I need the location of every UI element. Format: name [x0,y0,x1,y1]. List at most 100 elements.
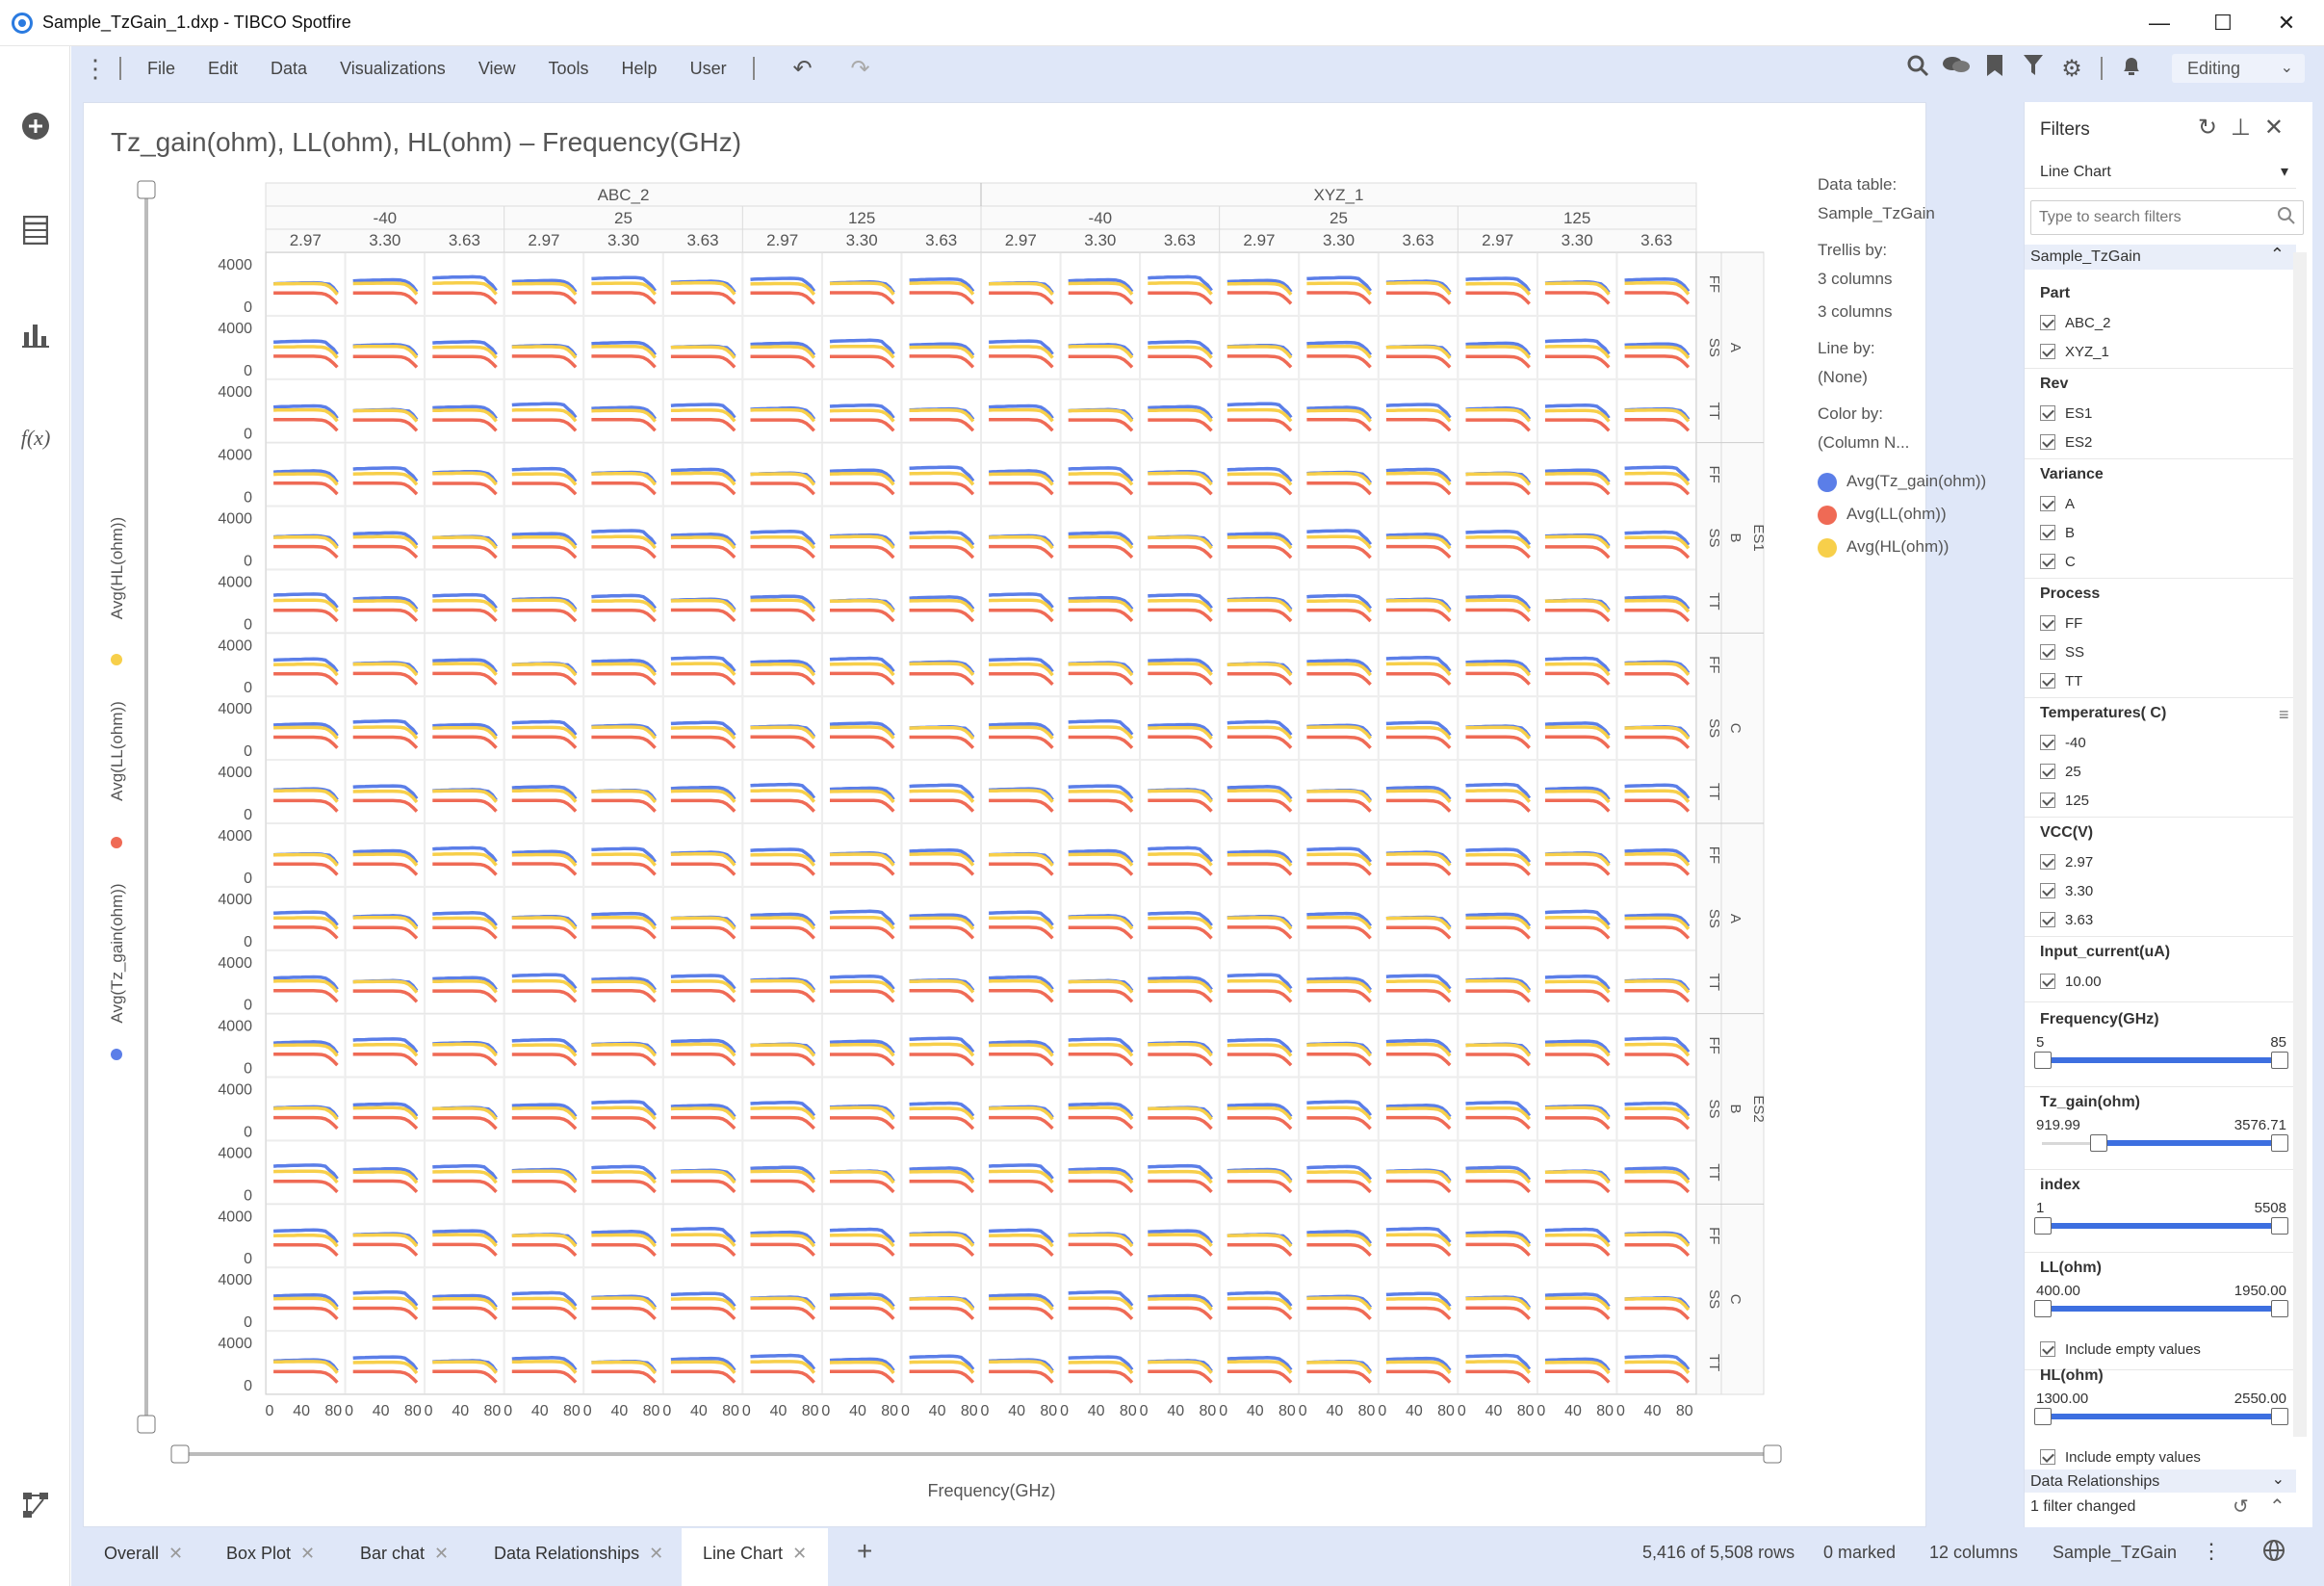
checkbox[interactable] [2040,496,2055,511]
close-icon[interactable]: ✕ [649,1544,664,1563]
range-handle-right[interactable] [2271,1300,2288,1317]
checkbox-option[interactable]: ABC_2 [2040,308,2111,337]
list-menu-icon[interactable]: ≡ [2279,705,2289,724]
hl-include-empty[interactable]: Include empty values [2040,1443,2201,1471]
mode-dropdown[interactable]: Editing ⌄ [2172,54,2305,83]
checkbox-option[interactable]: ES2 [2040,428,2092,456]
filter-search-input[interactable] [2030,200,2304,235]
reset-icon[interactable]: ↺ [2233,1496,2249,1518]
checkbox[interactable] [2040,854,2055,870]
index-range-slider[interactable]: 1 5508 [2030,1200,2292,1248]
reset-icon[interactable]: ↻ [2197,115,2231,141]
frequency-range-slider[interactable]: 5 85 [2030,1034,2292,1082]
range-handle-right[interactable] [2271,1052,2288,1069]
tab-box-plot[interactable]: Box Plot ✕ [226,1544,315,1564]
tab-overall[interactable]: Overall ✕ [104,1544,183,1564]
checkbox[interactable] [2040,673,2055,689]
checkbox-option[interactable]: TT [2040,666,2100,695]
close-icon[interactable]: ✕ [792,1544,808,1563]
tz-gain-range-slider[interactable]: 919.99 3576.71 [2030,1117,2292,1165]
search-icon[interactable] [1898,54,1937,84]
filters-scrollbar[interactable] [2293,252,2307,1437]
checkbox-option[interactable]: SS [2040,637,2100,666]
filter-icon[interactable] [2014,54,2053,84]
pin-icon[interactable]: ⊥ [2230,115,2264,141]
notification-bell-icon[interactable] [2112,54,2151,84]
menu-view[interactable]: View [478,58,516,78]
checkbox[interactable] [2040,344,2055,359]
data-canvas-icon[interactable] [17,1487,54,1523]
fx-icon[interactable]: f(x) [20,426,51,450]
checkbox[interactable] [2040,644,2055,660]
menu-tools[interactable]: Tools [548,58,589,78]
ll-range-slider[interactable]: 400.00 1950.00 [2030,1283,2292,1331]
filter-table-header[interactable]: Sample_TzGain ⌃ [2025,245,2296,270]
close-icon[interactable]: ✕ [2263,115,2297,141]
checkbox-option[interactable]: 3.30 [2040,876,2093,905]
range-handle-left[interactable] [2034,1408,2052,1425]
menu-data[interactable]: Data [271,58,308,78]
legend-item[interactable]: Avg(Tz_gain(ohm)) [1818,472,1986,505]
checkbox[interactable] [2040,974,2055,989]
checkbox[interactable] [2040,554,2055,569]
hl-range-slider[interactable]: 1300.00 2550.00 [2030,1391,2292,1439]
add-page-icon[interactable]: + [857,1536,873,1566]
tab-bar-chat[interactable]: Bar chat ✕ [360,1544,449,1564]
checkbox[interactable] [2040,735,2055,750]
checkbox[interactable] [2040,1341,2055,1357]
checkbox-option[interactable]: 3.63 [2040,905,2093,934]
range-handle-right[interactable] [2271,1217,2288,1235]
checkbox-option[interactable]: ES1 [2040,399,2092,428]
checkbox[interactable] [2040,912,2055,927]
checkbox[interactable] [2040,1449,2055,1465]
close-icon[interactable]: ✕ [168,1544,184,1563]
undo-icon[interactable]: ↶ [792,55,813,82]
checkbox[interactable] [2040,434,2055,450]
bookmark-icon[interactable] [1975,54,2014,84]
menu-edit[interactable]: Edit [208,58,239,78]
checkbox[interactable] [2040,793,2055,808]
checkbox-option[interactable]: 125 [2040,786,2166,815]
range-handle-left[interactable] [2034,1052,2052,1069]
checkbox-option[interactable]: -40 [2040,728,2166,757]
checkbox-option[interactable]: A [2040,489,2104,518]
checkbox-option[interactable]: 25 [2040,757,2166,786]
menu-visualizations[interactable]: Visualizations [340,58,446,78]
checkbox[interactable] [2040,764,2055,779]
close-button[interactable]: ✕ [2277,11,2296,35]
globe-icon[interactable] [2262,1539,2285,1567]
data-table-icon[interactable] [17,212,54,248]
range-handle-right[interactable] [2271,1134,2288,1152]
redo-icon[interactable]: ↷ [850,55,870,82]
range-handle-right[interactable] [2271,1408,2288,1425]
ll-include-empty[interactable]: Include empty values [2040,1335,2201,1364]
checkbox[interactable] [2040,615,2055,631]
filter-scheme-dropdown[interactable]: Line Chart ▾ [2025,154,2296,189]
bar-chart-icon[interactable] [17,316,54,352]
checkbox[interactable] [2040,315,2055,330]
range-handle-left[interactable] [2034,1217,2052,1235]
settings-icon[interactable]: ⚙ [2061,55,2082,82]
checkbox[interactable] [2040,525,2055,540]
close-icon[interactable]: ✕ [300,1544,316,1563]
chevron-up-icon[interactable]: ⌃ [2269,1496,2285,1518]
checkbox[interactable] [2040,405,2055,421]
checkbox-option[interactable]: C [2040,547,2104,576]
checkbox[interactable] [2040,883,2055,898]
more-options-icon[interactable]: ⋮ [2201,1539,2222,1563]
collaboration-icon[interactable] [1937,55,1975,83]
tab-data-relationships[interactable]: Data Relationships ✕ [494,1544,663,1564]
data-relationships-header[interactable]: Data Relationships ⌄ [2025,1469,2296,1493]
legend-item[interactable]: Avg(HL(ohm)) [1818,537,1986,570]
menu-file[interactable]: File [147,58,176,78]
maximize-button[interactable]: ☐ [2213,11,2233,35]
checkbox-option[interactable]: 10.00 [2040,967,2170,996]
checkbox-option[interactable]: FF [2040,609,2100,637]
checkbox-option[interactable]: 2.97 [2040,847,2093,876]
checkbox-option[interactable]: B [2040,518,2104,547]
menu-help[interactable]: Help [621,58,658,78]
add-icon[interactable] [17,108,54,144]
close-icon[interactable]: ✕ [434,1544,450,1563]
minimize-button[interactable]: — [2149,11,2170,35]
